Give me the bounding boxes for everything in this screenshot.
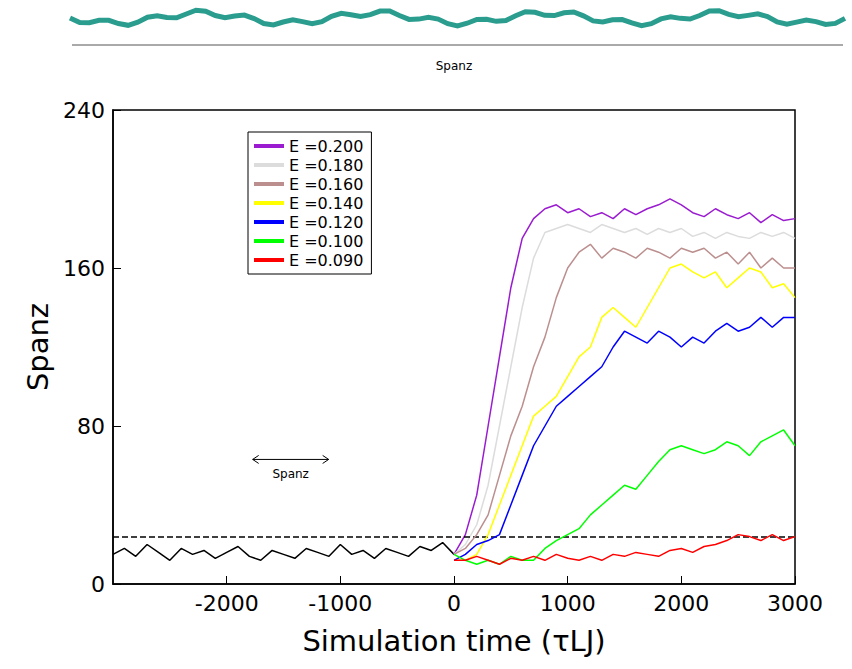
svg-text:3000: 3000 bbox=[767, 591, 823, 616]
svg-text:E =0.090: E =0.090 bbox=[289, 251, 363, 270]
svg-text:E =0.140: E =0.140 bbox=[289, 194, 363, 213]
svg-text:160: 160 bbox=[63, 256, 105, 281]
svg-text:E =0.200: E =0.200 bbox=[289, 137, 363, 156]
svg-text:0: 0 bbox=[91, 572, 105, 597]
svg-text:-1000: -1000 bbox=[308, 591, 372, 616]
svg-text:E =0.160: E =0.160 bbox=[289, 175, 363, 194]
svg-text:-2000: -2000 bbox=[195, 591, 259, 616]
svg-text:240: 240 bbox=[63, 98, 105, 123]
svg-text:E =0.100: E =0.100 bbox=[289, 232, 363, 251]
svg-text:Simulation time (τLJ): Simulation time (τLJ) bbox=[302, 624, 605, 658]
svg-text:E =0.180: E =0.180 bbox=[289, 156, 363, 175]
svg-text:Spanz: Spanz bbox=[272, 467, 309, 481]
svg-text:80: 80 bbox=[77, 414, 105, 439]
svg-text:Spanz: Spanz bbox=[436, 59, 473, 73]
svg-text:1000: 1000 bbox=[540, 591, 596, 616]
svg-text:0: 0 bbox=[447, 591, 461, 616]
svg-text:2000: 2000 bbox=[653, 591, 709, 616]
svg-text:Spanz: Spanz bbox=[21, 303, 55, 391]
svg-text:E =0.120: E =0.120 bbox=[289, 213, 363, 232]
